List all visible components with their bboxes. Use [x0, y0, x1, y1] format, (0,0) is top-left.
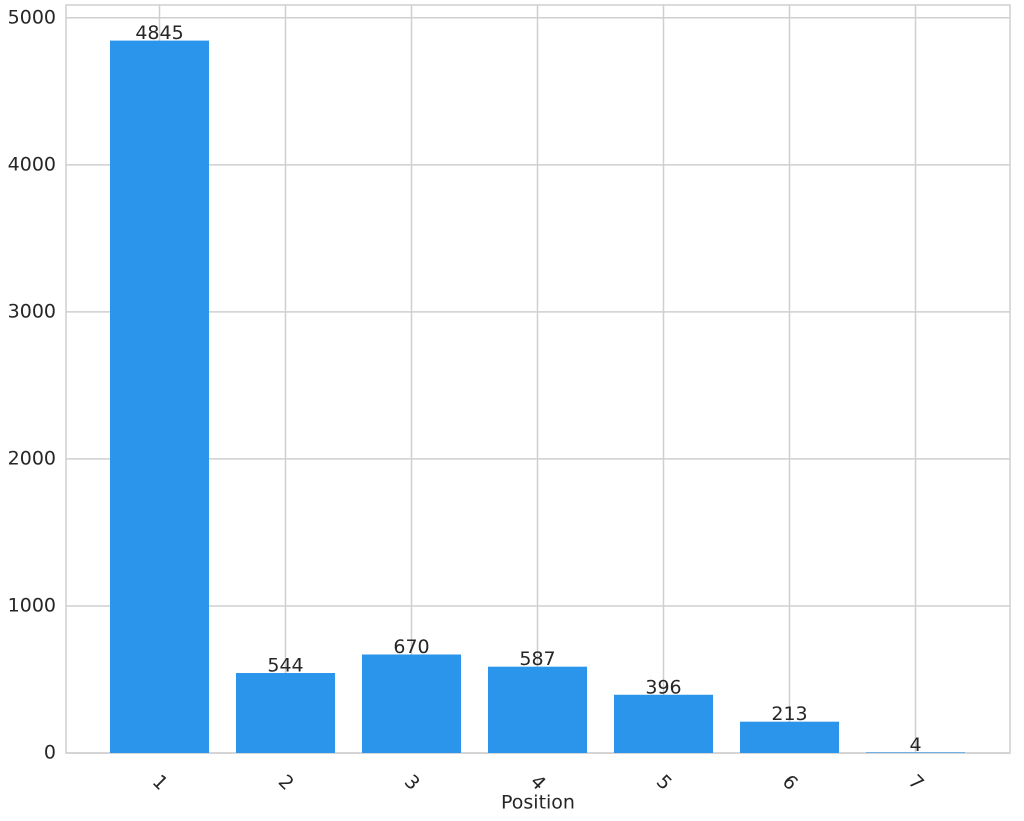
x-tick-label: 5: [652, 771, 676, 795]
value-label: 213: [771, 703, 807, 725]
value-label: 4845: [135, 22, 183, 44]
x-tick-label: 6: [778, 771, 802, 795]
x-tick-label: 2: [274, 771, 298, 795]
x-tick-label: 7: [904, 771, 928, 795]
value-label: 544: [267, 655, 303, 677]
bar: [614, 694, 713, 753]
x-tick-label: 1: [148, 771, 172, 795]
bar: [488, 666, 587, 753]
y-tick-label: 0: [44, 742, 56, 764]
bar: [236, 673, 335, 753]
bar: [740, 721, 839, 753]
y-tick-label: 3000: [8, 300, 56, 322]
y-tick-label: 5000: [8, 6, 56, 28]
bar: [362, 654, 461, 753]
y-tick-label: 4000: [8, 153, 56, 175]
bar: [866, 752, 965, 753]
value-label: 396: [645, 676, 681, 698]
bar: [110, 40, 209, 753]
y-tick-label: 2000: [8, 447, 56, 469]
value-label: 587: [519, 648, 555, 670]
x-tick-label: 3: [400, 771, 424, 795]
value-label: 670: [393, 636, 429, 658]
y-tick-label: 1000: [8, 594, 56, 616]
x-axis-label: Position: [501, 792, 575, 814]
value-label: 4: [909, 734, 921, 756]
